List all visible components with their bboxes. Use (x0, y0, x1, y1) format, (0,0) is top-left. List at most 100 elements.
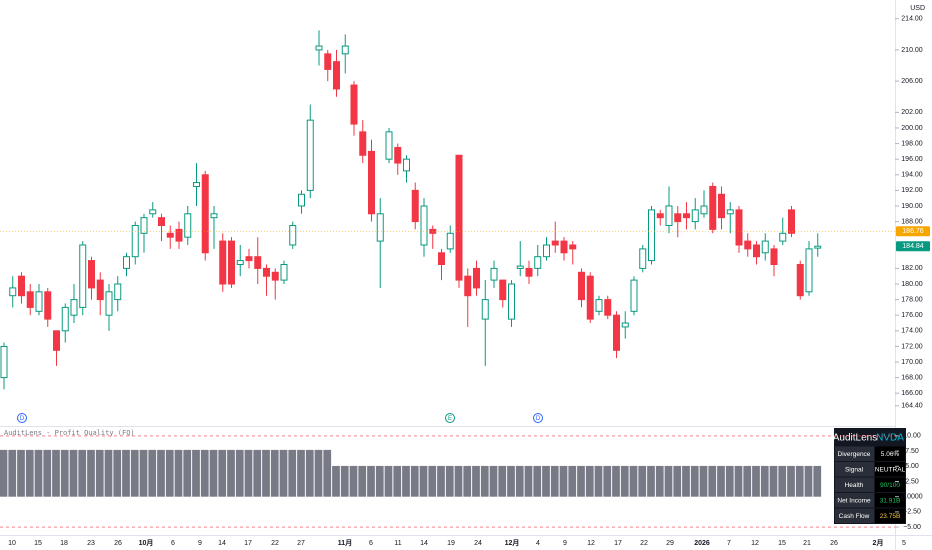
x-tick-label: 22 (640, 540, 648, 547)
candle-body (525, 267, 533, 277)
indicator-title: AuditLens - Profit Quality (FQ) (4, 429, 135, 437)
indicator-bar (612, 465, 620, 497)
indicator-bar (349, 465, 358, 497)
y-tick-label: 164.40 (901, 403, 923, 410)
table-cell (875, 462, 905, 477)
table-value: 31.91B (880, 497, 901, 504)
x-tick-label: 6 (171, 540, 175, 547)
indicator-bar (69, 449, 78, 497)
indicator-bar (25, 449, 34, 497)
y-tick-label: 200.00 (901, 125, 923, 132)
x-tick-label: 14 (218, 540, 226, 547)
table-cell (835, 462, 874, 477)
table-label: Divergence (838, 451, 871, 458)
indicator-bar (402, 465, 410, 497)
candle-body (315, 45, 323, 51)
candle-body (560, 240, 568, 254)
indicator-tick-label: −2.50 (903, 509, 921, 516)
x-tick-label: 22 (271, 540, 279, 547)
indicator-bar (752, 465, 760, 497)
indicator-tick-label: 10.00 (903, 433, 921, 440)
table-value: 5.06% (881, 451, 900, 458)
x-tick-label: 17 (614, 540, 622, 547)
indicator-bar (244, 449, 253, 497)
event-marker (17, 413, 27, 423)
table-cell (835, 493, 874, 508)
candle-body (455, 154, 463, 281)
indicator-bar (550, 465, 559, 497)
indicator-bar (533, 465, 542, 497)
x-tick-label: 11 (394, 540, 401, 547)
candle-body (446, 232, 454, 250)
indicator-bar (305, 449, 314, 497)
indicator-tick-label: 7.50 (905, 448, 919, 455)
table-header: AuditLens (833, 433, 877, 444)
candle-body (656, 213, 664, 219)
candle-body (289, 224, 297, 246)
x-tick-label: 12月 (505, 539, 520, 547)
candle-body (324, 53, 332, 70)
indicator-bar (78, 449, 87, 497)
candle-body (123, 256, 130, 269)
candle-body (254, 256, 262, 269)
candle-body (0, 345, 8, 379)
candle-body (691, 209, 699, 223)
candle-body (569, 244, 577, 250)
table-cell (875, 446, 905, 461)
y-tick-label: 174.00 (901, 328, 923, 335)
indicator-bar (122, 449, 130, 497)
indicator-bar (323, 449, 332, 497)
candle-body (788, 209, 795, 234)
candle-body (359, 131, 367, 156)
candle-body (149, 209, 157, 215)
indicator-bar (428, 465, 437, 497)
candle-body (761, 240, 769, 254)
candle-body (464, 275, 472, 297)
indicator-bar (340, 465, 349, 497)
x-tick-label: 15 (34, 540, 42, 547)
indicator-bar (647, 465, 655, 497)
x-tick-label: 2月 (873, 539, 884, 547)
x-tick-label: 26 (114, 540, 122, 547)
candle-body (438, 252, 445, 265)
candle-body (753, 244, 760, 258)
candle-body (805, 248, 813, 293)
indicator-bar (454, 465, 463, 497)
x-tick-label: 14 (420, 540, 428, 547)
table-cell (835, 477, 874, 492)
indicator-bar (52, 449, 60, 497)
table-label: Net Income (837, 497, 871, 504)
indicator-bar (279, 449, 288, 497)
indicator-bar (699, 465, 708, 497)
indicator-bar (113, 449, 122, 497)
y-tick-label: 192.00 (901, 187, 923, 194)
indicator-bar (489, 465, 498, 497)
table-value: 23.75B (880, 513, 901, 520)
indicator-bar (297, 449, 305, 497)
event-marker (533, 413, 543, 423)
candle-body (184, 213, 192, 238)
candle-body (236, 260, 244, 265)
x-tick-label: 15 (778, 540, 786, 547)
x-tick-label: 10月 (139, 539, 154, 547)
candle-body (481, 299, 489, 320)
candle-body (639, 248, 647, 269)
indicator-bar (507, 465, 515, 497)
indicator-bar (568, 465, 577, 497)
indicator-bar (620, 465, 629, 497)
indicator-bar (524, 465, 533, 497)
candle-body (228, 240, 235, 285)
event-marker-label: E (448, 416, 452, 422)
candle-body (630, 279, 638, 312)
indicator-bar (577, 465, 585, 497)
indicator-tick-label: 2.50 (905, 478, 919, 485)
indicator-bar (60, 449, 69, 497)
x-tick-label: 19 (447, 540, 455, 547)
indicator-bar (87, 449, 95, 497)
y-tick-label: 190.00 (901, 203, 923, 210)
indicator-bar (594, 465, 603, 497)
y-tick-label: 214.00 (901, 16, 923, 23)
candle-body (70, 299, 78, 316)
candle-body (201, 174, 209, 254)
y-tick-label: 180.00 (901, 281, 923, 288)
